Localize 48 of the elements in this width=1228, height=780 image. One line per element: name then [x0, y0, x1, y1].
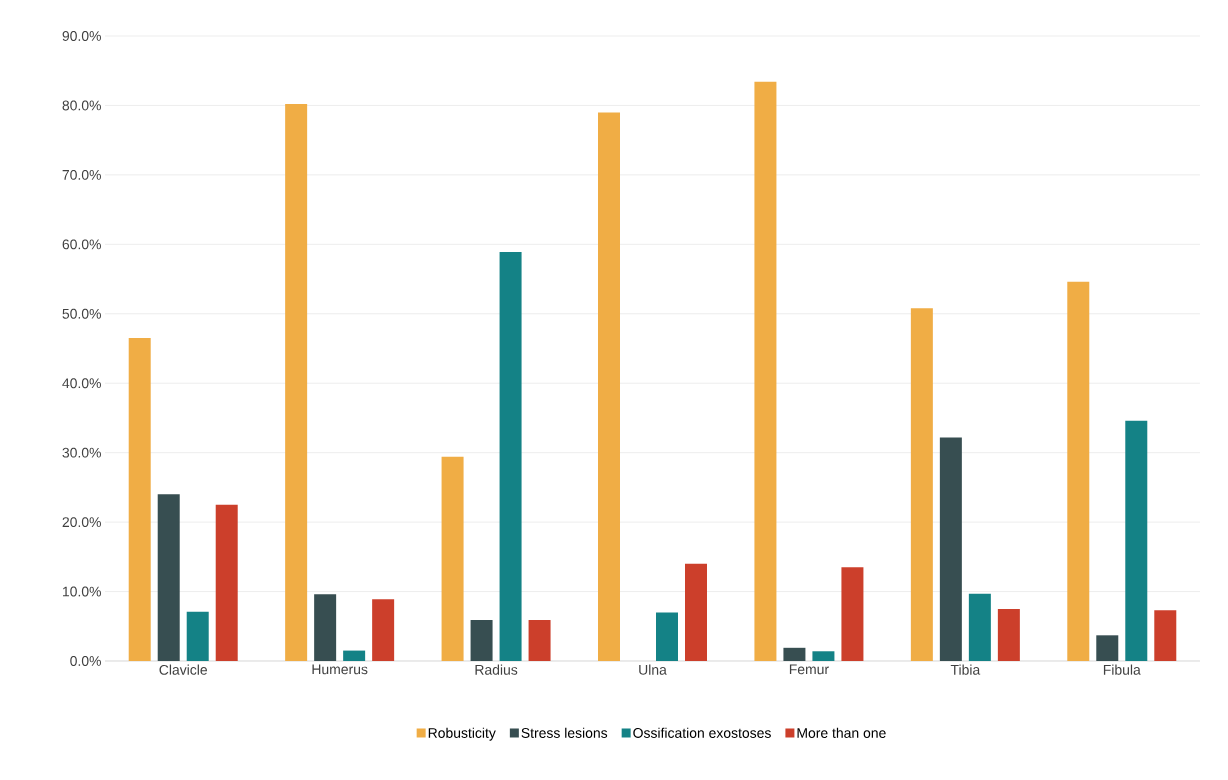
bar — [441, 456, 464, 661]
bar — [939, 437, 962, 661]
bar — [910, 308, 933, 661]
y-tick-label: 40.0% — [62, 378, 101, 389]
x-tick-label: Tibia — [950, 664, 981, 675]
legend-label: Robusticity — [428, 727, 496, 741]
legend-label: Ossification exostoses — [633, 727, 771, 738]
bar — [157, 494, 180, 661]
bar — [1067, 281, 1090, 661]
bar — [470, 620, 493, 661]
x-tick-label: Ulna — [639, 664, 667, 675]
x-tick-label: Femur — [789, 664, 829, 675]
bar — [812, 651, 835, 661]
y-tick-label: 90.0% — [62, 31, 101, 41]
bar — [372, 599, 395, 661]
bar — [186, 611, 209, 661]
x-tick-label: Radius — [475, 664, 518, 675]
y-tick-label: 20.0% — [62, 517, 101, 528]
bar — [1154, 610, 1177, 661]
bar — [215, 504, 238, 661]
bar — [1096, 635, 1119, 661]
y-tick-label: 50.0% — [62, 308, 101, 319]
bar — [598, 112, 620, 661]
y-tick-label: 60.0% — [62, 239, 101, 250]
bar — [754, 81, 777, 661]
bar — [499, 251, 522, 661]
bar — [128, 338, 151, 661]
bar — [314, 594, 337, 661]
legend-label: More than one — [797, 727, 886, 738]
legend-label: Stress lesions — [521, 727, 608, 738]
x-tick-label: Fibula — [1103, 664, 1141, 675]
bar — [968, 593, 991, 661]
bar — [343, 650, 366, 661]
bar — [685, 563, 707, 661]
bar — [656, 612, 678, 661]
x-tick-label: Clavicle — [159, 664, 207, 675]
y-tick-label: 70.0% — [62, 169, 101, 180]
y-tick-label: 10.0% — [62, 586, 101, 597]
bar — [841, 567, 864, 661]
bar — [285, 104, 308, 661]
y-tick-label: 30.0% — [62, 447, 101, 458]
y-tick-label: 80.0% — [62, 100, 101, 111]
bar — [1125, 420, 1148, 661]
bar — [783, 647, 806, 661]
x-tick-label: Humerus — [312, 664, 368, 675]
y-tick-label: 0.0% — [70, 656, 101, 666]
bar — [997, 608, 1020, 661]
bar — [528, 620, 551, 661]
